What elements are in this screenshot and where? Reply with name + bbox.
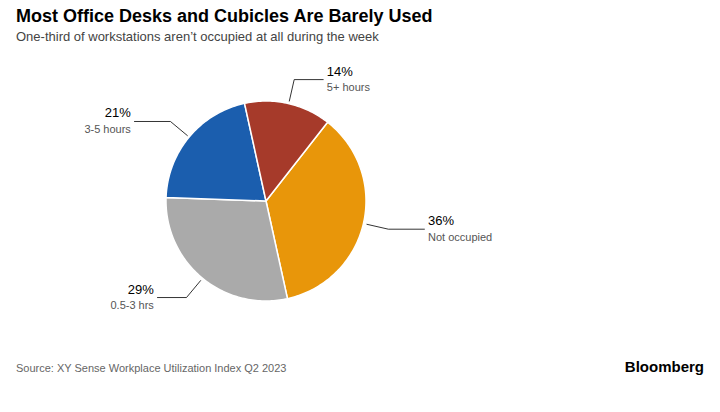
html-text:Bloomberg: Bloomberg bbox=[624, 358, 704, 375]
html-text:Source: XY Sense Workplace Uti: Source: XY Sense Workplace Utilization I… bbox=[16, 362, 287, 374]
svg-text:5+ hours: 5+ hours bbox=[327, 81, 371, 93]
svg-text:0.5-3 hrs: 0.5-3 hrs bbox=[110, 299, 154, 311]
svg-text:3-5 hours: 3-5 hours bbox=[84, 123, 131, 135]
svg-text:21%: 21% bbox=[105, 105, 131, 120]
svg-text:36%: 36% bbox=[428, 213, 454, 228]
svg-text:29%: 29% bbox=[128, 282, 154, 297]
svg-text:Not occupied: Not occupied bbox=[428, 231, 492, 243]
html-text:One-third of workstations aren: One-third of workstations aren’t occupie… bbox=[16, 29, 379, 44]
html-text:Most Office Desks and Cubicles: Most Office Desks and Cubicles Are Barel… bbox=[16, 6, 433, 26]
svg-text:14%: 14% bbox=[327, 64, 353, 79]
